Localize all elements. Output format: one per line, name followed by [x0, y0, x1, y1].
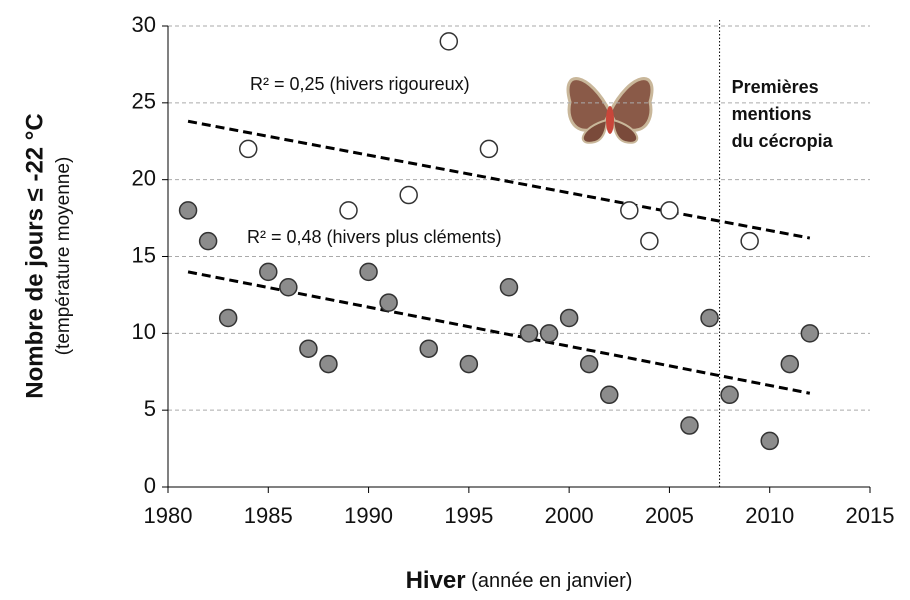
point	[600, 385, 619, 405]
point	[399, 185, 418, 205]
x-tick-label: 2005	[645, 503, 694, 528]
y-axis-label: Nombre de jours ≤ -22 °C	[21, 113, 48, 399]
point	[720, 385, 739, 405]
point	[218, 308, 238, 328]
x-axis-label: Hiver (année en janvier)	[406, 567, 633, 594]
reference-label: du cécropia	[732, 131, 834, 151]
point	[760, 431, 779, 451]
point	[379, 293, 398, 312]
point	[640, 231, 659, 251]
point	[539, 324, 559, 343]
y-axis-sublabel: (température moyenne)	[53, 157, 74, 356]
point	[780, 354, 800, 374]
x-axis-label-bold: Hiver	[406, 567, 466, 594]
y-tick-label: 0	[144, 473, 156, 498]
point	[660, 201, 679, 220]
point	[359, 262, 378, 282]
point	[439, 32, 459, 51]
point	[419, 339, 438, 358]
point	[459, 354, 479, 374]
point	[238, 139, 258, 159]
point	[680, 416, 699, 435]
point	[579, 354, 599, 374]
point	[800, 324, 820, 343]
point	[700, 308, 719, 328]
x-tick-label: 2015	[846, 503, 895, 528]
y-tick-label: 10	[132, 319, 156, 344]
y-tick-label: 25	[132, 89, 156, 114]
moth-illustration	[566, 77, 654, 144]
reference-label: Premières	[732, 77, 819, 97]
x-tick-label: 1980	[144, 503, 193, 528]
point	[279, 277, 298, 297]
trend-label: R² = 0,48 (hivers plus cléments)	[247, 227, 502, 247]
point	[198, 231, 218, 251]
y-tick-label: 5	[144, 396, 156, 421]
point	[620, 201, 639, 220]
y-tick-label: 20	[132, 165, 156, 190]
x-tick-label: 1990	[344, 503, 393, 528]
point	[299, 339, 318, 358]
trend-label: R² = 0,25 (hivers rigoureux)	[250, 74, 470, 94]
y-tick-label: 15	[132, 242, 156, 267]
point	[519, 324, 539, 343]
x-axis-label-normal: (année en janvier)	[466, 570, 633, 592]
y-tick-label: 30	[132, 12, 156, 37]
point	[259, 262, 278, 282]
x-tick-label: 1985	[244, 503, 293, 528]
x-tick-label: 2000	[545, 503, 594, 528]
point	[178, 201, 198, 220]
point	[479, 139, 499, 159]
point	[740, 231, 759, 251]
x-tick-label: 1995	[444, 503, 493, 528]
point	[499, 277, 519, 297]
point	[559, 308, 579, 328]
reference-label: mentions	[732, 104, 812, 124]
point	[319, 354, 338, 374]
trend-line	[187, 119, 811, 240]
point	[339, 201, 358, 220]
x-tick-label: 2010	[745, 503, 794, 528]
